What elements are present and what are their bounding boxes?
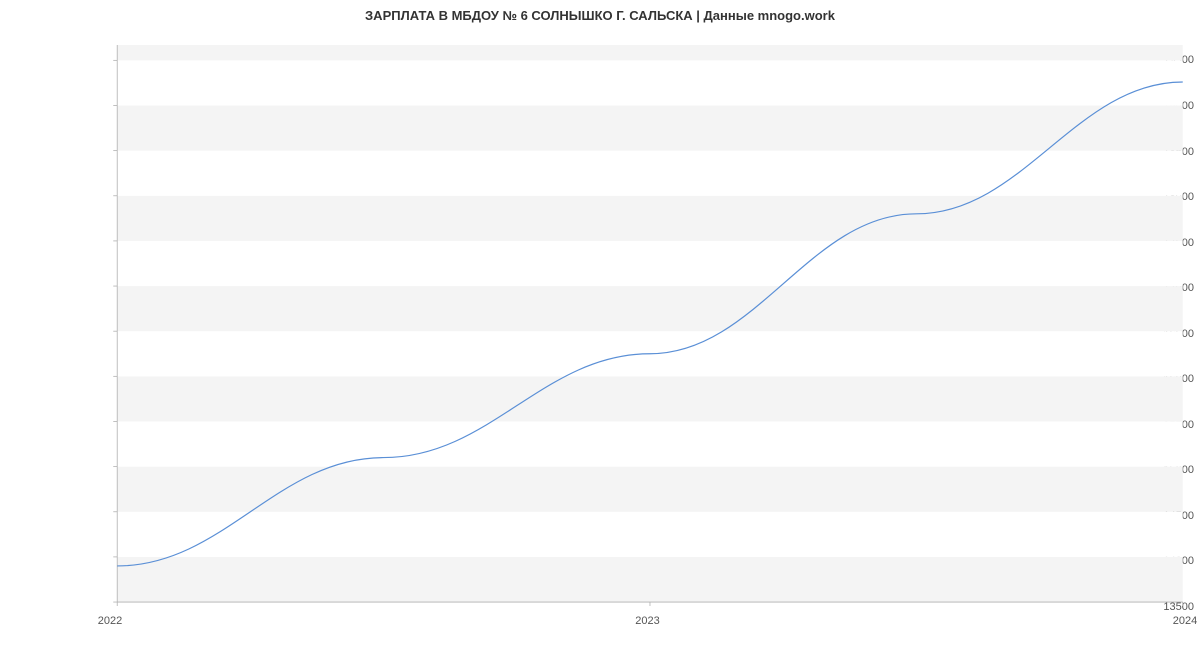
grid-band: [117, 241, 1183, 286]
plot-area: [110, 45, 1185, 607]
grid-band: [117, 512, 1183, 557]
x-tick-label: 2024: [1173, 607, 1197, 627]
chart-title: ЗАРПЛАТА В МБДОУ № 6 СОЛНЫШКО Г. САЛЬСКА…: [0, 8, 1200, 23]
grid-band: [117, 45, 1183, 60]
x-tick-label: 2022: [98, 607, 122, 627]
grid-band: [117, 286, 1183, 331]
grid-band: [117, 467, 1183, 512]
grid-band: [117, 421, 1183, 466]
grid-band: [117, 376, 1183, 421]
grid-band: [117, 151, 1183, 196]
x-tick-label: 2023: [635, 607, 659, 627]
grid-band: [117, 60, 1183, 105]
chart-container: ЗАРПЛАТА В МБДОУ № 6 СОЛНЫШКО Г. САЛЬСКА…: [0, 0, 1200, 650]
plot-svg: [110, 45, 1185, 607]
grid-band: [117, 196, 1183, 241]
grid-band: [117, 105, 1183, 150]
grid-band: [117, 557, 1183, 602]
